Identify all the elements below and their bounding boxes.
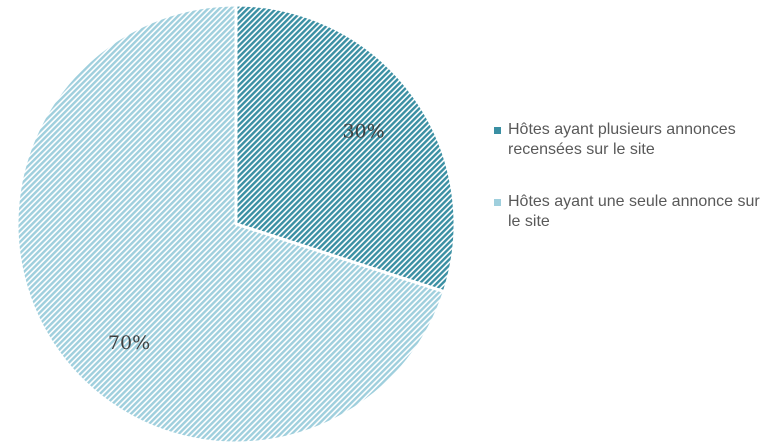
legend-item-multiple-listings: Hôtes ayant plusieurs annonces recensées… xyxy=(492,120,764,160)
pie-slice xyxy=(15,3,446,445)
legend: Hôtes ayant plusieurs annonces recensées… xyxy=(492,120,764,232)
slice-data-label: 70% xyxy=(108,332,150,354)
legend-marker xyxy=(494,127,501,134)
slice-data-label: 30% xyxy=(342,120,384,142)
legend-marker xyxy=(494,199,501,206)
legend-label: Hôtes ayant plusieurs annonces recensées… xyxy=(508,121,736,158)
pie-slice xyxy=(234,3,457,294)
pie-slices xyxy=(15,3,457,445)
legend-label: Hôtes ayant une seule annonce sur le sit… xyxy=(508,193,760,230)
pie-slice-labels: 30% 70% xyxy=(108,120,385,353)
legend-item-single-listing: Hôtes ayant une seule annonce sur le sit… xyxy=(492,192,764,232)
